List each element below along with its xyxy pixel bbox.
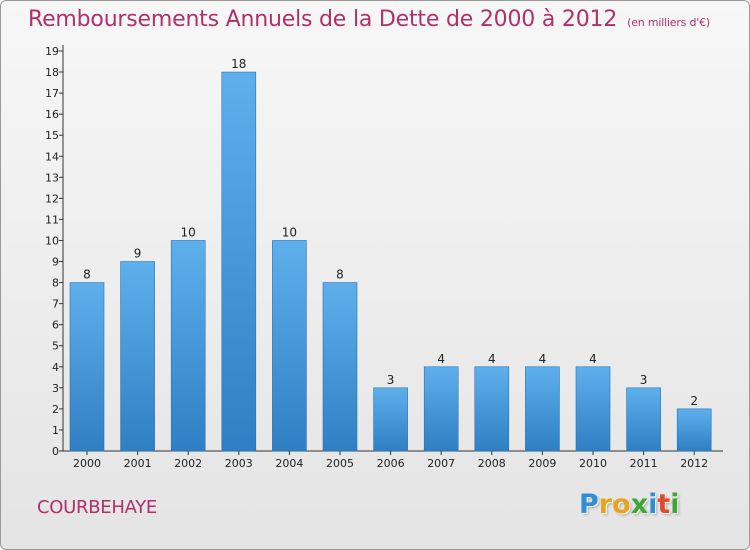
x-tick-label: 2009 xyxy=(528,457,556,470)
x-tick-label: 2010 xyxy=(579,457,607,470)
y-tick-label: 8 xyxy=(52,277,59,290)
y-tick-label: 11 xyxy=(45,213,59,226)
bar-2003 xyxy=(221,71,257,452)
y-tick-label: 13 xyxy=(45,171,59,184)
bar-2007 xyxy=(423,366,459,452)
bar-value-label: 8 xyxy=(336,268,344,282)
y-tick-label: 18 xyxy=(45,66,59,79)
chart-unit: (en milliers d'€) xyxy=(627,16,711,29)
bar-value-label: 3 xyxy=(387,373,395,387)
y-tick-label: 0 xyxy=(52,445,59,458)
chart-title: Remboursements Annuels de la Dette de 20… xyxy=(28,7,710,32)
bar-value-label: 4 xyxy=(488,352,496,366)
x-tick-label: 2011 xyxy=(630,457,658,470)
bar-value-label: 2 xyxy=(690,394,698,408)
bar-value-label: 4 xyxy=(437,352,445,366)
bar-value-label: 18 xyxy=(231,57,246,71)
x-tick-label: 2005 xyxy=(326,457,354,470)
bar-value-label: 10 xyxy=(181,225,196,239)
y-tick-label: 12 xyxy=(45,192,59,205)
city-name: COURBEHAYE xyxy=(37,497,157,518)
x-tick-label: 2007 xyxy=(427,457,455,470)
logo-letter: x xyxy=(630,489,649,520)
bar-value-label: 10 xyxy=(282,225,297,239)
bar-2002 xyxy=(170,240,206,452)
bar-2005 xyxy=(322,282,358,452)
bar-value-label: 9 xyxy=(134,247,142,261)
x-tick-label: 2008 xyxy=(478,457,506,470)
bar-2011 xyxy=(626,387,661,452)
logo-letter: i xyxy=(648,489,658,520)
logo-letter: P xyxy=(579,489,599,520)
logo-letter: o xyxy=(612,489,631,520)
y-tick-label: 9 xyxy=(52,256,59,269)
proxiti-logo[interactable]: Proxiti xyxy=(579,489,680,520)
logo-letter: r xyxy=(598,489,613,520)
bar-2012 xyxy=(676,408,712,452)
bar-value-label: 3 xyxy=(640,373,648,387)
y-tick-label: 3 xyxy=(52,382,59,395)
x-tick-label: 2006 xyxy=(377,457,405,470)
x-tick-label: 2003 xyxy=(225,457,253,470)
y-tick-label: 19 xyxy=(45,45,59,58)
bar-2006 xyxy=(373,387,408,452)
bar-2001 xyxy=(120,261,155,452)
bar-2009 xyxy=(525,366,560,452)
chart-title-text: Remboursements Annuels de la Dette de 20… xyxy=(28,7,618,32)
y-tick-label: 4 xyxy=(52,361,59,374)
x-tick-label: 2000 xyxy=(73,457,101,470)
bar-2004 xyxy=(272,240,307,452)
y-tick-label: 6 xyxy=(52,319,59,332)
y-tick-label: 15 xyxy=(45,129,59,142)
y-tick-label: 2 xyxy=(52,403,59,416)
x-tick-label: 2012 xyxy=(680,457,708,470)
y-tick-label: 10 xyxy=(45,234,59,247)
y-tick-label: 17 xyxy=(45,87,59,100)
bar-2008 xyxy=(474,366,510,452)
x-tick-label: 2004 xyxy=(275,457,303,470)
bar-2010 xyxy=(575,366,611,452)
x-tick-label: 2001 xyxy=(124,457,152,470)
y-tick-label: 7 xyxy=(52,298,59,311)
y-tick-label: 5 xyxy=(52,340,59,353)
bar-2000 xyxy=(69,282,105,452)
logo-letter: i xyxy=(670,489,680,520)
chart-bars: 8 9 10 18 10 8 3 4 4 4 4 3 2 xyxy=(69,57,712,452)
bar-value-label: 4 xyxy=(589,352,597,366)
bar-value-label: 8 xyxy=(83,268,91,282)
y-tick-label: 1 xyxy=(52,424,59,437)
y-tick-label: 16 xyxy=(45,108,59,121)
y-tick-label: 14 xyxy=(45,150,59,163)
logo-letter: t xyxy=(657,489,671,520)
bar-value-label: 4 xyxy=(539,352,547,366)
x-tick-label: 2002 xyxy=(174,457,202,470)
